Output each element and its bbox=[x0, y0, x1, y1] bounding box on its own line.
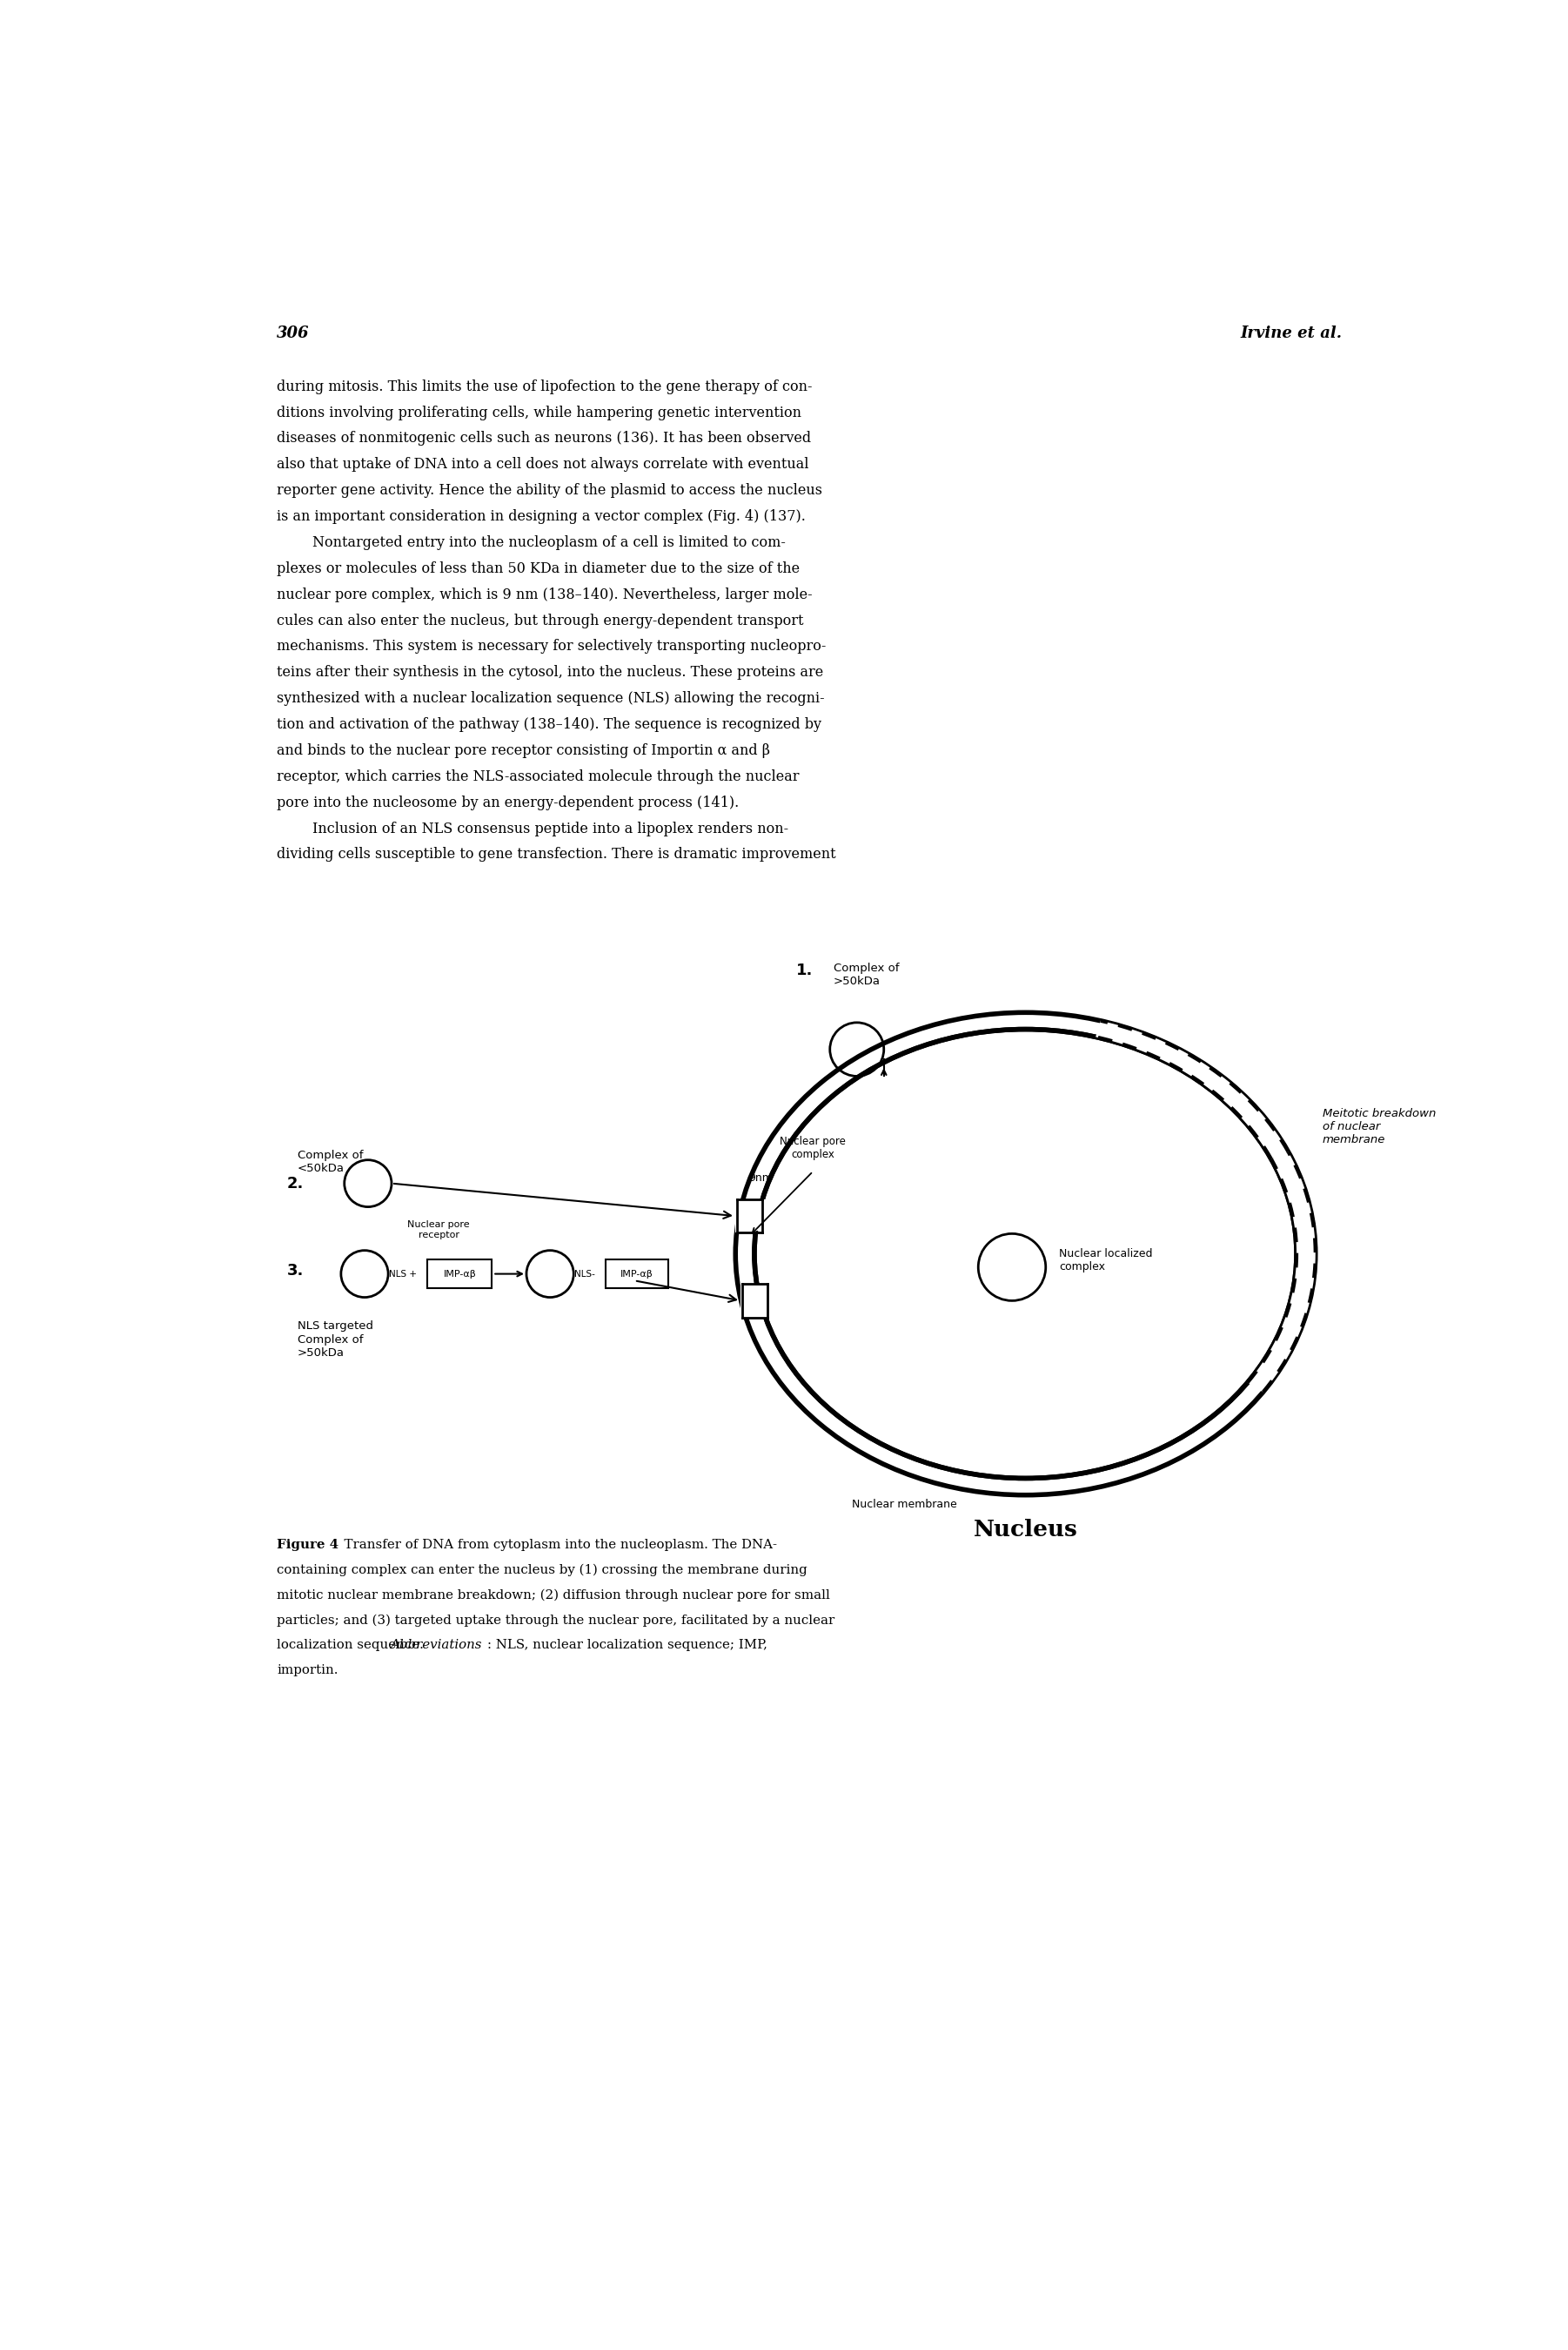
Bar bbox=[735, 1198, 768, 1234]
Text: 3.: 3. bbox=[287, 1262, 304, 1278]
Text: tion and activation of the pathway (138–140). The sequence is recognized by: tion and activation of the pathway (138–… bbox=[278, 717, 822, 731]
Bar bbox=[740, 1283, 773, 1318]
Text: Complex of
>50kDa: Complex of >50kDa bbox=[833, 961, 898, 987]
Text: Nuclear pore
receptor: Nuclear pore receptor bbox=[408, 1220, 470, 1238]
Text: Nuclear localized
complex: Nuclear localized complex bbox=[1058, 1248, 1152, 1274]
Text: IMP-αβ: IMP-αβ bbox=[621, 1269, 654, 1278]
Polygon shape bbox=[1096, 1020, 1289, 1159]
Text: Nontargeted entry into the nucleoplasm of a cell is limited to com-: Nontargeted entry into the nucleoplasm o… bbox=[278, 536, 786, 550]
Text: Nuclear membrane: Nuclear membrane bbox=[851, 1499, 956, 1509]
Text: mitotic nuclear membrane breakdown; (2) diffusion through nuclear pore for small: mitotic nuclear membrane breakdown; (2) … bbox=[278, 1589, 829, 1600]
Text: Nuclear pore
complex: Nuclear pore complex bbox=[779, 1135, 847, 1161]
Text: dividing cells susceptible to gene transfection. There is dramatic improvement: dividing cells susceptible to gene trans… bbox=[278, 848, 836, 862]
Ellipse shape bbox=[735, 1013, 1316, 1495]
Text: synthesized with a nuclear localization sequence (NLS) allowing the recogni-: synthesized with a nuclear localization … bbox=[278, 691, 825, 705]
Text: cules can also enter the nucleus, but through energy-dependent transport: cules can also enter the nucleus, but th… bbox=[278, 613, 804, 627]
Text: Inclusion of an NLS consensus peptide into a lipoplex renders non-: Inclusion of an NLS consensus peptide in… bbox=[278, 820, 789, 837]
Text: Abbreviations: Abbreviations bbox=[390, 1640, 481, 1652]
Text: 306: 306 bbox=[278, 327, 309, 341]
Text: NLS-: NLS- bbox=[574, 1269, 596, 1278]
Ellipse shape bbox=[754, 1029, 1297, 1478]
Text: receptor, which carries the NLS-associated molecule through the nuclear: receptor, which carries the NLS-associat… bbox=[278, 768, 800, 785]
Text: Meitotic breakdown
of nuclear
membrane: Meitotic breakdown of nuclear membrane bbox=[1322, 1107, 1436, 1144]
Text: during mitosis. This limits the use of lipofection to the gene therapy of con-: during mitosis. This limits the use of l… bbox=[278, 378, 812, 395]
Text: pore into the nucleosome by an energy-dependent process (141).: pore into the nucleosome by an energy-de… bbox=[278, 794, 739, 811]
Text: reporter gene activity. Hence the ability of the plasmid to access the nucleus: reporter gene activity. Hence the abilit… bbox=[278, 484, 823, 498]
Text: is an important consideration in designing a vector complex (Fig. 4) (137).: is an important consideration in designi… bbox=[278, 510, 806, 524]
FancyBboxPatch shape bbox=[428, 1260, 492, 1288]
Text: NLS +: NLS + bbox=[389, 1269, 417, 1278]
Text: Transfer of DNA from cytoplasm into the nucleoplasm. The DNA-: Transfer of DNA from cytoplasm into the … bbox=[336, 1539, 778, 1551]
Text: mechanisms. This system is necessary for selectively transporting nucleopro-: mechanisms. This system is necessary for… bbox=[278, 639, 826, 653]
Text: diseases of nonmitogenic cells such as neurons (136). It has been observed: diseases of nonmitogenic cells such as n… bbox=[278, 430, 811, 446]
Polygon shape bbox=[1248, 1152, 1316, 1391]
Text: Nucleus: Nucleus bbox=[974, 1518, 1077, 1539]
Text: teins after their synthesis in the cytosol, into the nucleus. These proteins are: teins after their synthesis in the cytos… bbox=[278, 665, 823, 679]
Text: Complex of
<50kDa: Complex of <50kDa bbox=[298, 1149, 362, 1175]
Text: NLS targeted
Complex of
>50kDa: NLS targeted Complex of >50kDa bbox=[298, 1321, 373, 1358]
Text: particles; and (3) targeted uptake through the nuclear pore, facilitated by a nu: particles; and (3) targeted uptake throu… bbox=[278, 1614, 834, 1626]
Text: 2.: 2. bbox=[287, 1175, 304, 1191]
Text: 9nm: 9nm bbox=[748, 1173, 773, 1184]
Text: Figure 4: Figure 4 bbox=[278, 1539, 339, 1551]
Text: importin.: importin. bbox=[278, 1664, 339, 1676]
Text: ditions involving proliferating cells, while hampering genetic intervention: ditions involving proliferating cells, w… bbox=[278, 404, 801, 421]
Text: plexes or molecules of less than 50 KDa in diameter due to the size of the: plexes or molecules of less than 50 KDa … bbox=[278, 562, 800, 576]
Text: localization sequence.: localization sequence. bbox=[278, 1640, 428, 1652]
Text: Irvine et al.: Irvine et al. bbox=[1240, 327, 1342, 341]
Text: and binds to the nuclear pore receptor consisting of Importin α and β: and binds to the nuclear pore receptor c… bbox=[278, 743, 770, 759]
Text: IMP-αβ: IMP-αβ bbox=[444, 1269, 477, 1278]
Text: also that uptake of DNA into a cell does not always correlate with eventual: also that uptake of DNA into a cell does… bbox=[278, 458, 809, 472]
Text: : NLS, nuclear localization sequence; IMP,: : NLS, nuclear localization sequence; IM… bbox=[488, 1640, 767, 1652]
Text: 1.: 1. bbox=[797, 961, 814, 978]
FancyBboxPatch shape bbox=[605, 1260, 668, 1288]
Text: nuclear pore complex, which is 9 nm (138–140). Nevertheless, larger mole-: nuclear pore complex, which is 9 nm (138… bbox=[278, 588, 812, 602]
Text: containing complex can enter the nucleus by (1) crossing the membrane during: containing complex can enter the nucleus… bbox=[278, 1563, 808, 1577]
